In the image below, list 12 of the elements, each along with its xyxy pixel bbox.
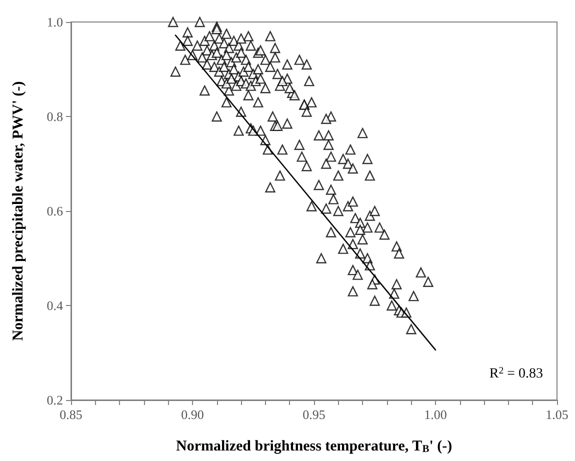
x-tick-label: 0.95 — [302, 407, 326, 422]
y-tick-label: 1.0 — [46, 14, 63, 30]
y-tick-label: 0.8 — [46, 109, 63, 124]
y-tick-label: 0.2 — [46, 392, 63, 408]
x-tick-label: 0.90 — [181, 407, 204, 422]
y-axis-title: Normalized precipitable water, PWV' (-) — [10, 81, 26, 341]
y-tick-label: 0.6 — [46, 204, 64, 218]
x-tick-label: 1.05 — [546, 407, 568, 422]
x-tick-label: 0.85 — [60, 407, 82, 422]
y-tick-label: 0.4 — [46, 298, 64, 313]
x-tick-label: 1.00 — [424, 407, 447, 422]
x-axis-title: Normalized brightness temperature, TB' (-) — [176, 438, 452, 455]
